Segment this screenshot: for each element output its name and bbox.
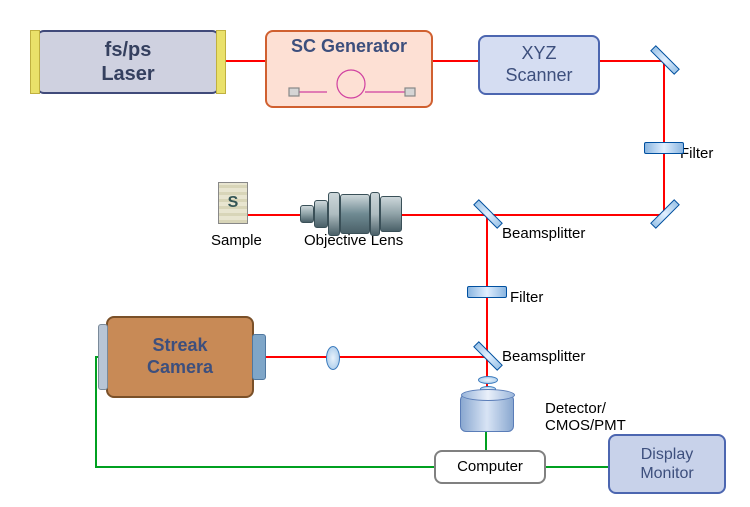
scgen-box: SC Generator bbox=[265, 30, 433, 108]
filter2-label: Filter bbox=[510, 289, 543, 306]
signal-path bbox=[485, 432, 487, 450]
objective-lens-icon bbox=[300, 192, 410, 236]
filter-0 bbox=[644, 142, 684, 154]
laser-box: fs/ps Laser bbox=[36, 30, 220, 94]
lens-icon bbox=[326, 346, 340, 370]
lens-small-1 bbox=[478, 376, 498, 384]
beam-path bbox=[600, 60, 664, 62]
filter-1 bbox=[467, 286, 507, 298]
beam-path bbox=[220, 60, 265, 62]
sample-icon: S bbox=[218, 182, 248, 224]
signal-path bbox=[95, 466, 434, 468]
signal-path bbox=[546, 466, 608, 468]
signal-path bbox=[95, 356, 97, 468]
monitor-box: Display Monitor bbox=[608, 434, 726, 494]
sample-label: Sample bbox=[211, 232, 262, 249]
computer-box: Computer bbox=[434, 450, 546, 484]
filter1-label: Filter bbox=[680, 145, 713, 162]
beam-path bbox=[486, 214, 665, 216]
streak-box: Streak Camera bbox=[106, 316, 254, 398]
bs1-label: Beamsplitter bbox=[502, 225, 585, 242]
beam-path bbox=[433, 60, 478, 62]
beam-path bbox=[663, 60, 665, 215]
bs2-label: Beamsplitter bbox=[502, 348, 585, 365]
detector-icon bbox=[460, 394, 514, 432]
scanner-box: XYZ Scanner bbox=[478, 35, 600, 95]
beam-path bbox=[254, 356, 488, 358]
detector-label: Detector/ CMOS/PMT bbox=[545, 400, 626, 435]
